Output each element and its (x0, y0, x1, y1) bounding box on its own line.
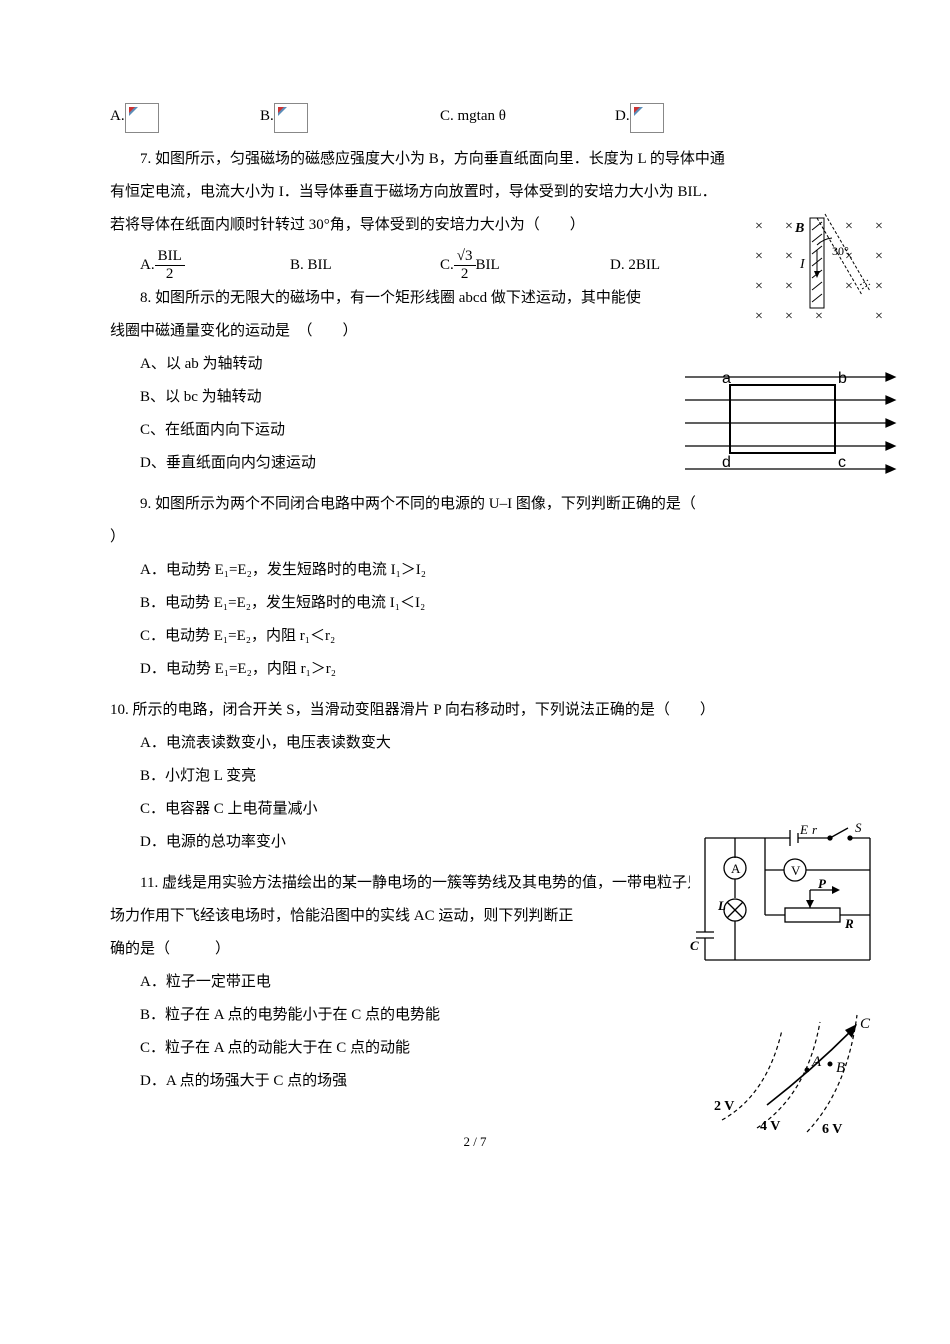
q10-optA: A．电流表读数变小，电压表读数变大 (110, 727, 840, 760)
svg-text:×: × (785, 219, 793, 234)
q6-optA-label: A. (110, 100, 125, 133)
svg-text:×: × (875, 219, 883, 234)
angle-label: 30° (832, 244, 849, 258)
q7-optA-prefix: A. (140, 249, 155, 282)
svg-text:×: × (785, 249, 793, 264)
q7-optB: B. BIL (290, 249, 332, 282)
q7-optC-frac: √32 (454, 248, 476, 282)
label-b: b (838, 370, 847, 387)
q6-optC-label: C. mgtan θ (440, 100, 506, 133)
svg-text:×: × (755, 249, 763, 264)
q8-line2: 线圈中磁通量变化的运动是 （ ） (110, 315, 840, 348)
q9-optD: D．电动势 E₁=E₂，内阻 r₁＞r₂ (110, 653, 840, 686)
svg-text:4 V: 4 V (760, 1119, 780, 1134)
q11-figure: A B C 2 V 4 V 6 V (712, 1000, 882, 1140)
svg-text:×: × (785, 279, 793, 294)
svg-text:R: R (844, 916, 854, 931)
svg-text:×: × (755, 279, 763, 294)
svg-text:A: A (731, 861, 741, 876)
svg-text:2 V: 2 V (714, 1099, 734, 1114)
svg-text:×: × (875, 279, 883, 294)
svg-text:C: C (690, 938, 699, 953)
q9-optC: C．电动势 E₁=E₂，内阻 r₁＜r₂ (110, 620, 840, 653)
q8-line1: 8. 如图所示的无限大的磁场中，有一个矩形线圈 abcd 做下述运动，其中能使 (110, 282, 840, 315)
label-d: d (722, 454, 731, 471)
svg-text:S: S (855, 820, 862, 835)
q7-line1: 7. 如图所示，匀强磁场的磁感应强度大小为 B，方向垂直纸面向里．长度为 L 的… (110, 143, 840, 176)
q7-options: A. BIL2 B. BIL C. √32 BIL D. 2BIL (110, 248, 840, 282)
q9-line2: ） (110, 521, 840, 554)
svg-text:A: A (811, 1054, 822, 1070)
q6-options: A. B. C. mgtan θ D. (110, 100, 840, 133)
image-placeholder-icon (630, 103, 664, 133)
svg-text:×: × (845, 219, 853, 234)
svg-text:P: P (818, 876, 827, 891)
svg-text:C: C (860, 1016, 871, 1032)
q9-optA: A．电动势 E₁=E₂，发生短路时的电流 I₁＞I₂ (110, 554, 840, 587)
svg-text:×: × (845, 279, 853, 294)
svg-text:×: × (755, 309, 763, 324)
q10-figure: E r S A V L P R C (690, 820, 880, 970)
q7-optA-frac: BIL2 (155, 248, 185, 282)
svg-text:×: × (785, 309, 793, 324)
q7-line2: 有恒定电流，电流大小为 I．当导体垂直于磁场方向放置时，导体受到的安培力大小为 … (110, 176, 840, 209)
svg-text:I: I (799, 257, 806, 272)
q7-figure: ×××× ×××× ×××× ×××× 30° B I (740, 210, 890, 330)
q7-optD: D. 2BIL (610, 249, 660, 282)
image-placeholder-icon (125, 103, 159, 133)
svg-text:×: × (815, 309, 823, 324)
label-c: c (838, 454, 846, 471)
q11-optA: A．粒子一定带正电 (110, 966, 840, 999)
q7-optC-suffix: BIL (476, 249, 500, 282)
q6-optD-label: D. (615, 100, 630, 133)
svg-text:B: B (836, 1060, 845, 1076)
label-a: a (722, 370, 731, 387)
svg-text:×: × (875, 249, 883, 264)
q6-optB-label: B. (260, 100, 274, 133)
svg-text:6 V: 6 V (822, 1122, 842, 1137)
q10-optB: B．小灯泡 L 变亮 (110, 760, 840, 793)
svg-text:×: × (755, 219, 763, 234)
image-placeholder-icon (274, 103, 308, 133)
svg-text:V: V (791, 863, 801, 878)
svg-text:B: B (794, 221, 804, 236)
q10-line: 10. 所示的电路，闭合开关 S，当滑动变阻器滑片 P 向右移动时，下列说法正确… (110, 694, 840, 727)
q7-optC-prefix: C. (440, 249, 454, 282)
svg-text:E: E (799, 822, 808, 837)
q8-figure: a b c d (680, 365, 900, 475)
q7-line3: 若将导体在纸面内顺时针转过 30°角，导体受到的安培力大小为（ ） (110, 209, 840, 242)
q9-optB: B．电动势 E₁=E₂，发生短路时的电流 I₁＜I₂ (110, 587, 840, 620)
svg-text:L: L (717, 898, 726, 913)
q9-line1: 9. 如图所示为两个不同闭合电路中两个不同的电源的 U–I 图像，下列判断正确的… (110, 488, 840, 521)
svg-text:×: × (875, 309, 883, 324)
